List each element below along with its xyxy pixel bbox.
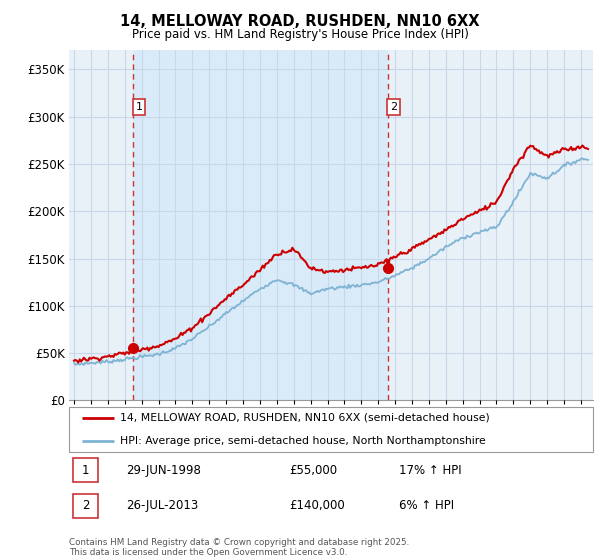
Text: 2: 2	[390, 102, 397, 112]
Text: 6% ↑ HPI: 6% ↑ HPI	[399, 500, 454, 512]
Text: 14, MELLOWAY ROAD, RUSHDEN, NN10 6XX (semi-detached house): 14, MELLOWAY ROAD, RUSHDEN, NN10 6XX (se…	[121, 413, 490, 423]
Text: 14, MELLOWAY ROAD, RUSHDEN, NN10 6XX: 14, MELLOWAY ROAD, RUSHDEN, NN10 6XX	[120, 14, 480, 29]
Text: 17% ↑ HPI: 17% ↑ HPI	[399, 464, 461, 477]
Text: 1: 1	[82, 464, 89, 477]
Text: 2: 2	[82, 500, 89, 512]
Text: £55,000: £55,000	[289, 464, 337, 477]
Text: 29-JUN-1998: 29-JUN-1998	[127, 464, 202, 477]
Text: 1: 1	[136, 102, 143, 112]
Text: 26-JUL-2013: 26-JUL-2013	[127, 500, 199, 512]
FancyBboxPatch shape	[73, 494, 98, 518]
FancyBboxPatch shape	[73, 458, 98, 482]
Text: Price paid vs. HM Land Registry's House Price Index (HPI): Price paid vs. HM Land Registry's House …	[131, 28, 469, 41]
FancyBboxPatch shape	[69, 407, 593, 452]
Text: Contains HM Land Registry data © Crown copyright and database right 2025.
This d: Contains HM Land Registry data © Crown c…	[69, 538, 409, 557]
Text: HPI: Average price, semi-detached house, North Northamptonshire: HPI: Average price, semi-detached house,…	[121, 436, 486, 446]
Text: £140,000: £140,000	[289, 500, 345, 512]
Bar	[133, 50, 388, 400]
